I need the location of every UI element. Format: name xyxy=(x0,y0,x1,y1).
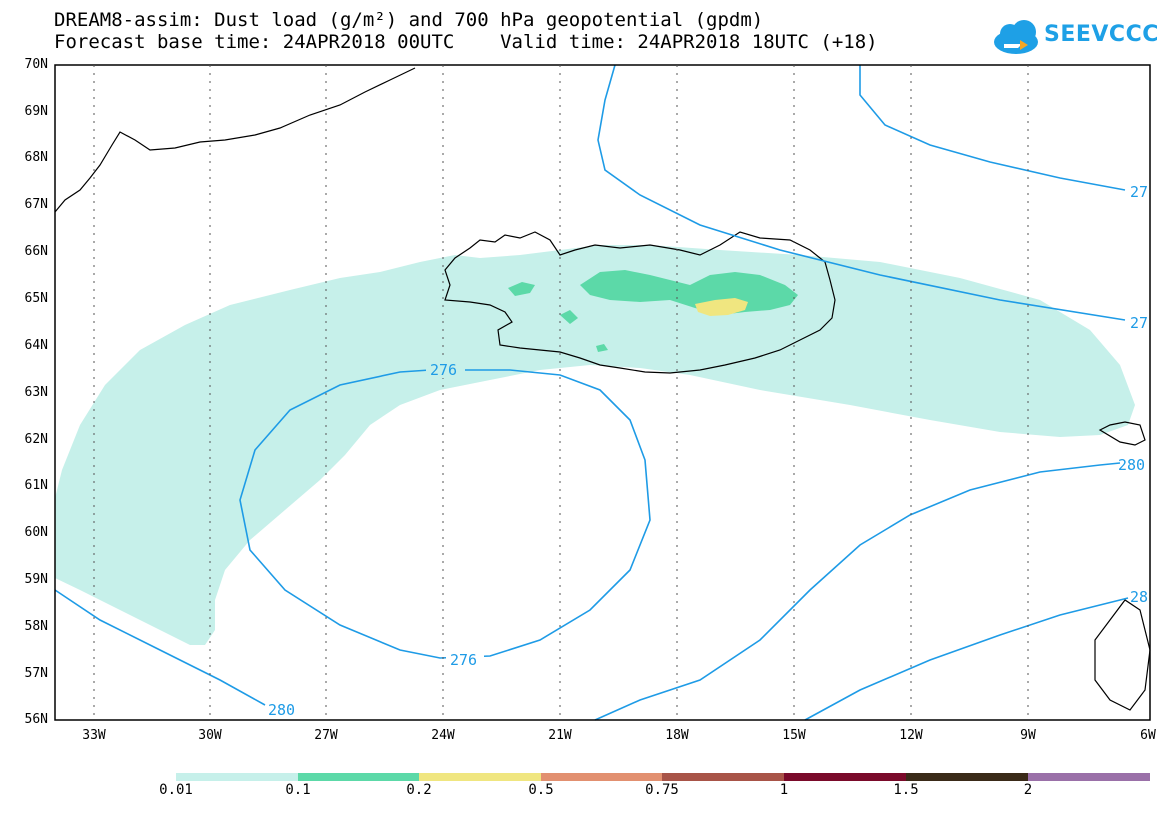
colorbar-label: 0.75 xyxy=(645,782,679,798)
colorbar-label: 0.01 xyxy=(159,782,193,798)
contour-label: 28 xyxy=(1130,588,1148,606)
contour-label: 276 xyxy=(430,361,457,379)
colorbar-swatch xyxy=(784,773,906,781)
contour-label: 280 xyxy=(268,701,295,719)
lon-label: 15W xyxy=(782,728,806,743)
lat-label: 57N xyxy=(24,666,48,681)
lat-label: 56N xyxy=(24,712,48,727)
lon-label: 12W xyxy=(899,728,923,743)
geopotential-contours xyxy=(54,64,1129,721)
lat-label: 59N xyxy=(24,572,48,587)
lat-label: 62N xyxy=(24,432,48,447)
cloud-icon xyxy=(994,20,1038,54)
contour-label: 27 xyxy=(1130,314,1148,332)
lat-label: 66N xyxy=(24,244,48,259)
colorbar-label: 0.2 xyxy=(406,782,432,798)
contour-label: 276 xyxy=(450,651,477,669)
map-frame xyxy=(54,64,1151,721)
lat-label: 69N xyxy=(24,104,48,119)
colorbar-swatch xyxy=(1028,773,1150,781)
lon-label: 18W xyxy=(665,728,689,743)
seevccc-logo xyxy=(994,20,1038,54)
colorbar-swatch xyxy=(541,773,662,781)
lat-label: 70N xyxy=(24,57,48,72)
lon-label: 33W xyxy=(82,728,106,743)
dust-area-high xyxy=(695,298,748,316)
lat-label: 58N xyxy=(24,619,48,634)
contour-label: 280 xyxy=(1118,456,1145,474)
colorbar xyxy=(176,773,1150,781)
colorbar-swatch xyxy=(176,773,298,781)
colorbar-label: 0.5 xyxy=(528,782,554,798)
dust-area-low xyxy=(55,245,1135,645)
lat-label: 61N xyxy=(24,478,48,493)
dust-area-mid xyxy=(508,282,535,296)
logo-text: SEEVCCC xyxy=(1044,22,1159,47)
colorbar-label: 2 xyxy=(1023,782,1033,798)
lat-label: 67N xyxy=(24,197,48,212)
colorbar-label: 1.5 xyxy=(893,782,919,798)
contour-label: 27 xyxy=(1130,183,1148,201)
lon-label: 27W xyxy=(314,728,338,743)
dust-area-mid xyxy=(596,344,608,352)
lat-label: 64N xyxy=(24,338,48,353)
lon-label: 24W xyxy=(431,728,455,743)
lon-label: 30W xyxy=(198,728,222,743)
lon-label: 9W xyxy=(1020,728,1036,743)
map-subtitle: Forecast base time: 24APR2018 00UTC Vali… xyxy=(54,31,878,53)
colorbar-swatch xyxy=(419,773,541,781)
lat-label: 63N xyxy=(24,385,48,400)
lon-label: 6W xyxy=(1140,728,1156,743)
graticule xyxy=(93,65,1029,720)
lat-label: 65N xyxy=(24,291,48,306)
dust-area-mid xyxy=(560,310,578,324)
colorbar-label: 0.1 xyxy=(285,782,311,798)
colorbar-swatch xyxy=(662,773,784,781)
lon-label: 21W xyxy=(548,728,572,743)
colorbar-swatch xyxy=(906,773,1028,781)
lat-label: 68N xyxy=(24,150,48,165)
colorbar-label: 1 xyxy=(779,782,789,798)
coastline xyxy=(54,67,1151,711)
lat-label: 60N xyxy=(24,525,48,540)
colorbar-swatch xyxy=(298,773,419,781)
map-title: DREAM8-assim: Dust load (g/m²) and 700 h… xyxy=(54,9,764,31)
